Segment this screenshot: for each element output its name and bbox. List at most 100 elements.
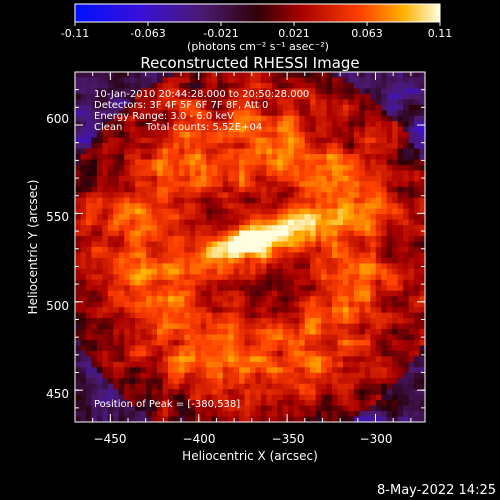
heatmap-cell [167,99,174,106]
heatmap-cell [124,394,131,401]
heatmap-cell [326,329,333,335]
heatmap-cell [260,247,267,253]
heatmap-cell [364,367,371,374]
heatmap-cell [255,383,262,390]
heatmap-cell [359,372,366,379]
heatmap-cell [271,137,278,144]
heatmap-cell [353,121,360,128]
heatmap-cell [348,88,355,95]
heatmap-cell [403,154,409,160]
heatmap-cell [233,197,240,204]
heatmap-cell [392,372,399,379]
heatmap-cell [403,405,409,412]
heatmap-cell [239,312,245,319]
heatmap-cell [80,263,87,270]
heatmap-cell [342,132,349,139]
heatmap-cell [102,367,109,374]
heatmap-cell [260,164,267,171]
heatmap-cell [113,170,120,177]
heatmap-cell [348,383,355,390]
heatmap-cell [167,252,174,259]
heatmap-cell [293,104,300,111]
heatmap-cell [239,339,245,346]
heatmap-cell [173,252,180,259]
heatmap-cell [408,137,415,144]
heatmap-cell [288,323,295,330]
heatmap-cell [386,208,393,215]
heatmap-cell [342,257,349,264]
heatmap-cell [184,279,191,286]
heatmap-cell [189,82,196,89]
heatmap-cell [266,143,273,149]
heatmap-cell [375,225,382,231]
heatmap-cell [222,372,229,379]
heatmap-cell [304,301,311,308]
heatmap-cell [151,121,158,128]
heatmap-cell [178,247,185,253]
heatmap-cell [277,197,284,204]
heatmap-cell [102,219,109,226]
heatmap-cell [370,378,377,385]
heatmap-cell [75,110,81,117]
heatmap-cell [250,126,256,133]
heatmap-cell [370,405,377,412]
heatmap-cell [140,367,147,374]
heatmap-cell [217,318,224,324]
heatmap-cell [118,394,125,401]
heatmap-cell [75,411,81,417]
heatmap-cell [392,345,399,352]
heatmap-cell [91,115,98,122]
heatmap-cell [326,285,333,292]
heatmap-cell [157,339,163,346]
heatmap-cell [375,405,382,412]
heatmap-cell [337,175,344,182]
heatmap-cell [75,164,81,171]
heatmap-cell [200,203,207,210]
heatmap-cell [266,411,273,417]
heatmap-cell [85,164,92,171]
heatmap-cell [337,126,344,133]
heatmap-cell [96,77,103,84]
heatmap-cell [332,208,338,215]
heatmap-cell [129,175,136,182]
heatmap-cell [80,197,87,204]
heatmap-cell [157,208,163,215]
heatmap-cell [85,82,92,89]
heatmap-cell [414,203,420,210]
heatmap-cell [342,378,349,385]
heatmap-cell [157,274,163,281]
heatmap-cell [151,219,158,226]
heatmap-cell [239,88,245,95]
heatmap-cell [184,72,191,78]
heatmap-cell [321,318,327,324]
heatmap-cell [386,181,393,188]
heatmap-cell [414,77,420,84]
heatmap-cell [364,389,371,396]
heatmap-cell [277,329,284,335]
heatmap-cell [282,350,289,357]
heatmap-cell [321,164,327,171]
axis-tick-marks [75,72,425,422]
heatmap-cell [118,121,125,128]
heatmap-cell [91,203,98,210]
heatmap-cell [403,175,409,182]
heatmap-cell [337,137,344,144]
heatmap-cell [75,367,81,374]
heatmap-cell [271,132,278,139]
heatmap-cell [348,263,355,270]
heatmap-cell [337,350,344,357]
heatmap-cell [135,285,142,292]
heatmap-cell [288,77,295,84]
heatmap-cell [167,290,174,297]
heatmap-cell [255,268,262,275]
heatmap-cell [370,126,377,133]
heatmap-cell [392,416,399,422]
heatmap-cell [140,225,147,231]
heatmap-cell [178,77,185,84]
heatmap-cell [326,361,333,368]
heatmap-cell [414,164,420,171]
heatmap-cell [135,318,142,324]
heatmap-cell [250,236,256,242]
heatmap-cell [288,339,295,346]
heatmap-cell [414,110,420,117]
